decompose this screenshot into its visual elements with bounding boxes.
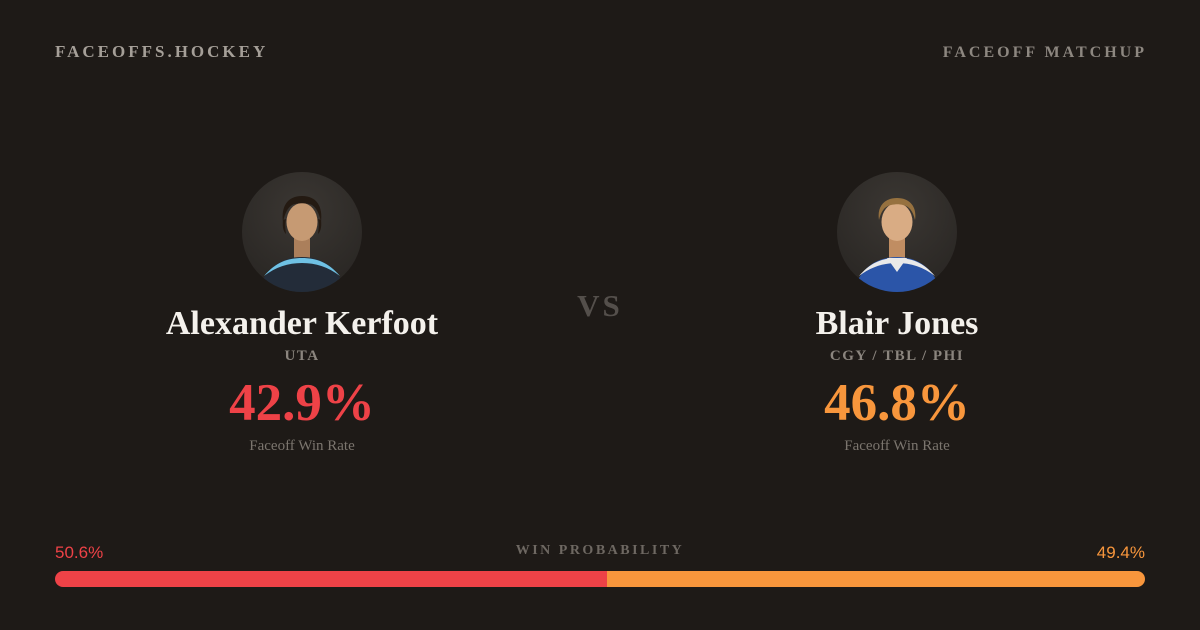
player-teams-right: CGY / TBL / PHI bbox=[829, 348, 965, 365]
win-probability-bar-right bbox=[606, 571, 1145, 587]
rate-label-right: Faceoff Win Rate bbox=[844, 438, 950, 455]
vs-label: VS bbox=[577, 288, 623, 323]
site-brand: FACEOFFS.HOCKEY bbox=[55, 42, 269, 61]
player-name-left: Alexander Kerfoot bbox=[165, 305, 439, 342]
page-title: FACEOFF MATCHUP bbox=[942, 44, 1147, 61]
header: FACEOFFS.HOCKEY FACEOFF MATCHUP bbox=[55, 42, 1147, 62]
win-probability-right-value: 49.4% bbox=[1096, 543, 1145, 562]
player-avatar-left bbox=[242, 172, 362, 292]
player-card-left: Alexander Kerfoot UTA 42.9% Faceoff Win … bbox=[92, 172, 512, 455]
player-avatar-right bbox=[837, 172, 957, 292]
player-headshot-icon bbox=[258, 196, 346, 292]
faceoff-win-rate-right: 46.8% bbox=[824, 374, 970, 433]
player-name-right: Blair Jones bbox=[815, 305, 979, 342]
win-probability-labels: 50.6% WIN PROBABILITY 49.4% bbox=[55, 543, 1145, 563]
win-probability-title: WIN PROBABILITY bbox=[515, 543, 685, 558]
player-teams-left: UTA bbox=[284, 348, 320, 365]
win-probability-bar bbox=[55, 571, 1145, 587]
rate-label-left: Faceoff Win Rate bbox=[249, 438, 355, 455]
win-probability-bar-left bbox=[55, 571, 607, 587]
player-headshot-icon bbox=[853, 198, 941, 292]
player-card-right: Blair Jones CGY / TBL / PHI 46.8% Faceof… bbox=[687, 172, 1107, 455]
faceoff-win-rate-left: 42.9% bbox=[229, 374, 375, 433]
win-probability-left-value: 50.6% bbox=[55, 543, 104, 562]
